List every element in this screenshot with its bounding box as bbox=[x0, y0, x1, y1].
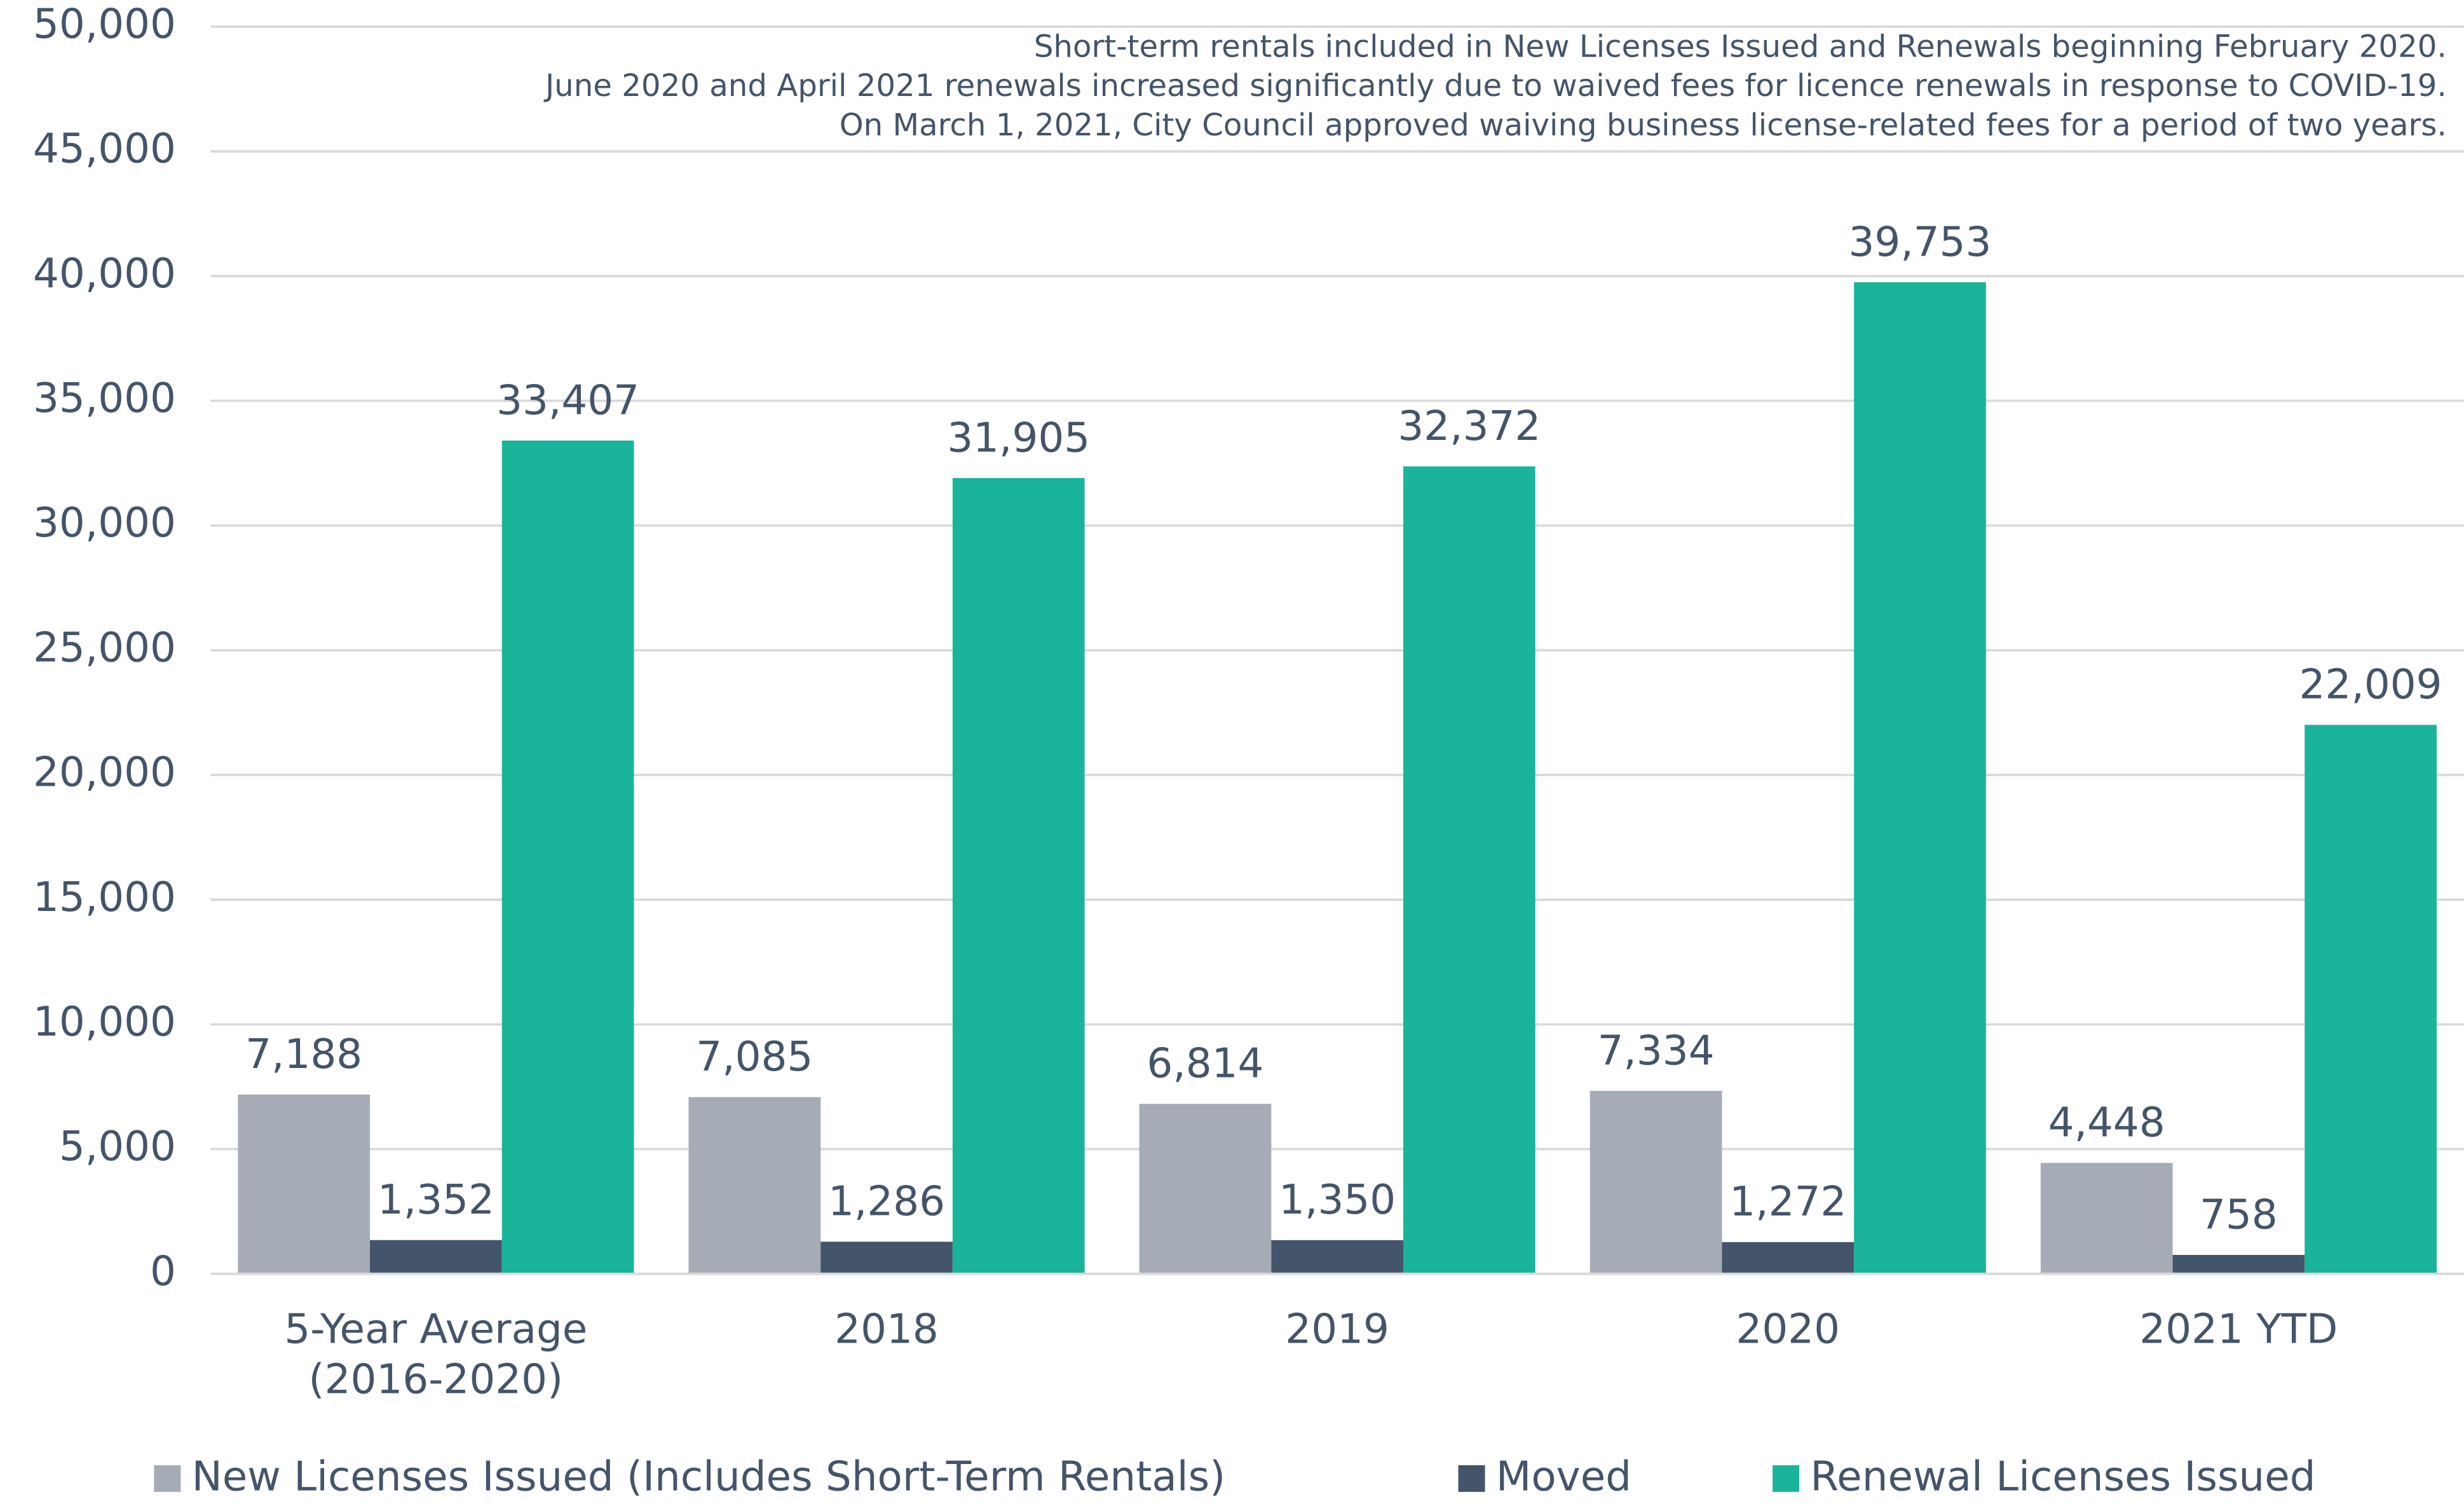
y-tick-label: 50,000 bbox=[33, 1, 176, 48]
data-label: 1,350 bbox=[1279, 1176, 1396, 1224]
legend-label: Renewal Licenses Issued bbox=[1810, 1453, 2315, 1501]
annotation: On March 1, 2021, City Council approved … bbox=[840, 107, 2447, 143]
bar bbox=[952, 477, 1085, 1274]
x-tick-container: 2021 YTD bbox=[2139, 1306, 2338, 1354]
y-tick-label: 15,000 bbox=[33, 873, 176, 921]
y-tick-label: 40,000 bbox=[33, 250, 176, 298]
data-label: 31,905 bbox=[947, 414, 1090, 462]
bar bbox=[1271, 1240, 1404, 1274]
bar bbox=[370, 1240, 502, 1274]
x-tick-label: 2018 bbox=[834, 1306, 939, 1354]
y-tick-label: 25,000 bbox=[33, 624, 176, 671]
y-tick-label: 10,000 bbox=[33, 998, 176, 1046]
data-label: 32,372 bbox=[1398, 402, 1541, 450]
bar bbox=[1722, 1242, 1855, 1274]
data-label: 6,814 bbox=[1147, 1040, 1263, 1088]
data-label: 7,085 bbox=[696, 1033, 813, 1081]
bar bbox=[1403, 466, 1535, 1274]
bar bbox=[238, 1094, 371, 1274]
x-tick-label: 2021 YTD bbox=[2139, 1306, 2338, 1354]
data-label: 7,188 bbox=[245, 1030, 362, 1078]
data-label: 4,448 bbox=[2048, 1099, 2165, 1147]
legend-swatch bbox=[1458, 1465, 1485, 1492]
y-tick-label: 45,000 bbox=[33, 125, 176, 173]
legend-label: Moved bbox=[1496, 1453, 1631, 1501]
bar bbox=[2304, 725, 2437, 1274]
bar bbox=[820, 1242, 953, 1274]
annotation: Short-term rentals included in New Licen… bbox=[1034, 29, 2447, 65]
bar bbox=[1139, 1104, 1272, 1274]
data-label: 39,753 bbox=[1849, 218, 1992, 266]
y-tick-label: 30,000 bbox=[33, 499, 176, 547]
bar bbox=[1589, 1091, 1722, 1274]
bar bbox=[688, 1097, 821, 1274]
annotation: June 2020 and April 2021 renewals increa… bbox=[543, 68, 2447, 104]
data-label: 1,286 bbox=[828, 1178, 945, 1226]
x-tick-label: 5-Year Average (2016-2020) bbox=[284, 1306, 588, 1404]
y-tick-label: 0 bbox=[150, 1247, 176, 1295]
x-tick-container: 2020 bbox=[1736, 1306, 1841, 1354]
data-label: 1,352 bbox=[378, 1176, 494, 1224]
data-label: 7,334 bbox=[1598, 1027, 1715, 1074]
x-tick-container: 2018 bbox=[834, 1306, 939, 1354]
x-tick-container: 5-Year Average (2016-2020) bbox=[284, 1306, 588, 1404]
bar bbox=[2040, 1163, 2173, 1274]
data-label: 33,407 bbox=[496, 376, 639, 424]
bar bbox=[2172, 1255, 2305, 1274]
y-tick-label: 35,000 bbox=[33, 374, 176, 422]
data-label: 22,009 bbox=[2299, 661, 2442, 709]
x-tick-container: 2019 bbox=[1285, 1306, 1389, 1354]
data-label: 758 bbox=[2200, 1191, 2278, 1238]
bar bbox=[501, 441, 634, 1274]
y-tick-label: 5,000 bbox=[59, 1123, 176, 1170]
data-label: 1,272 bbox=[1729, 1178, 1846, 1226]
x-tick-label: 2020 bbox=[1736, 1306, 1841, 1354]
legend-label: New Licenses Issued (Includes Short-Term… bbox=[192, 1453, 1226, 1501]
y-tick-label: 20,000 bbox=[33, 749, 176, 797]
bar bbox=[1854, 282, 1986, 1274]
legend-swatch bbox=[154, 1465, 181, 1492]
x-tick-label: 2019 bbox=[1285, 1306, 1389, 1354]
legend-swatch bbox=[1773, 1465, 1800, 1492]
